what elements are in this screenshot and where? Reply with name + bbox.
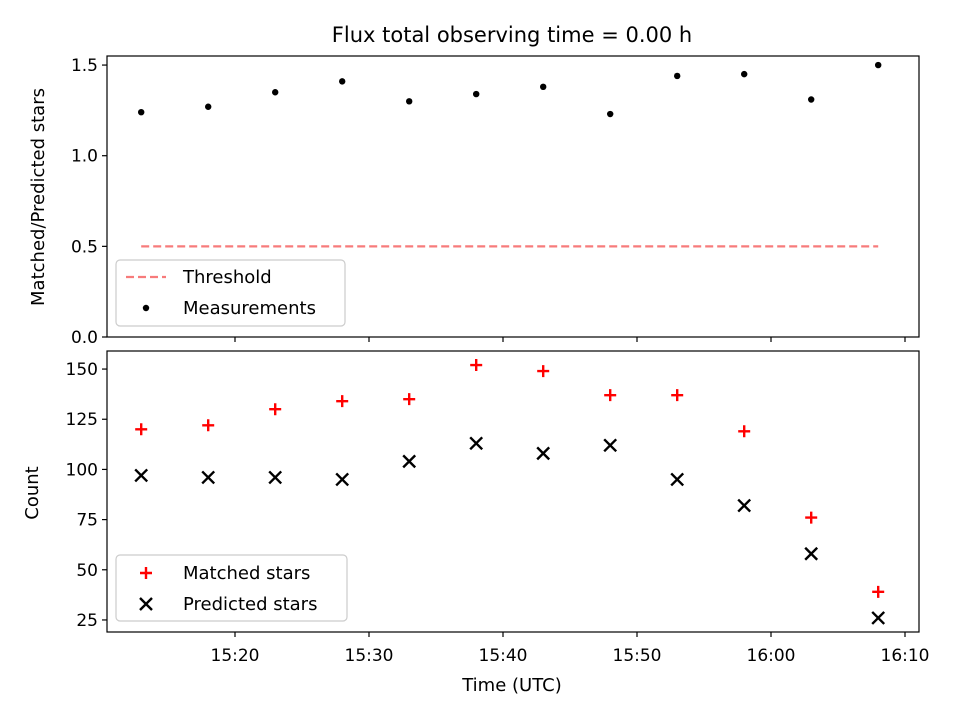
matched-star-point xyxy=(872,585,885,598)
predicted-star-point xyxy=(201,470,216,485)
threshold-legend-label: Threshold xyxy=(182,267,272,288)
x-tick-label: 15:20 xyxy=(211,646,260,666)
matched-star-point xyxy=(470,359,483,372)
measurement-point xyxy=(540,83,547,91)
predicted-star-point xyxy=(268,470,283,485)
ratio-legend-box xyxy=(115,259,346,327)
ratio-legend: Threshold Measurements xyxy=(115,259,346,327)
x-tick-label: 16:10 xyxy=(881,646,930,666)
matched-star-point xyxy=(269,403,282,416)
ratio-plot-frame xyxy=(106,55,920,338)
matched-star-point xyxy=(671,389,684,402)
measurements-legend-label: Measurements xyxy=(183,298,316,319)
ratio-y-tick-label: 0.5 xyxy=(71,237,98,257)
matched-star-point xyxy=(403,393,416,406)
matched-legend-swatch xyxy=(140,567,152,579)
ratio-y-tick-label: 0.0 xyxy=(71,328,98,348)
count-y-tick-label: 25 xyxy=(76,611,98,631)
matched-star-point xyxy=(135,423,148,436)
measurement-point xyxy=(607,110,614,118)
measurements-legend-swatch xyxy=(142,304,150,312)
ratio-y-axis-label: Matched/Predicted stars xyxy=(28,88,49,306)
ratio-y-tick-label: 1.5 xyxy=(71,56,98,76)
predicted-star-point xyxy=(737,498,752,513)
matched-star-point xyxy=(202,419,215,432)
count-plot: 25 50 75 100 125 150 15:20 15:30 15:40 15:50 16:00… xyxy=(66,350,930,666)
predicted-star-point xyxy=(670,472,685,487)
measurement-point xyxy=(875,61,882,69)
measurement-point xyxy=(406,98,413,105)
x-tick-label: 15:30 xyxy=(345,646,394,666)
chart-title: Flux total observing time = 0.00 h xyxy=(332,23,692,47)
count-y-tick-label: 150 xyxy=(66,360,98,380)
matched-star-point xyxy=(738,425,751,438)
count-y-tick-label: 125 xyxy=(66,410,98,430)
measurement-point xyxy=(741,70,748,78)
x-tick-label: 15:40 xyxy=(479,646,528,666)
x-tick-label: 16:00 xyxy=(747,646,796,666)
measurement-point xyxy=(674,72,681,80)
x-tick-label: 15:50 xyxy=(613,646,662,666)
measurement-point xyxy=(205,103,212,110)
predicted-star-point xyxy=(804,546,819,561)
ratio-plot: 0.0 0.5 1.0 1.5 Threshold Measurements xyxy=(71,55,920,348)
measurement-point xyxy=(808,96,815,103)
predicted-legend-label: Predicted stars xyxy=(183,594,317,615)
count-legend: Matched stars Predicted stars xyxy=(115,554,348,622)
measurement-point xyxy=(272,89,279,96)
count-y-tick-label: 100 xyxy=(66,460,98,480)
predicted-star-point xyxy=(402,454,417,469)
measurement-point xyxy=(138,109,145,116)
x-axis-label: Time (UTC) xyxy=(461,675,562,696)
matched-legend-label: Matched stars xyxy=(183,563,310,584)
predicted-star-point xyxy=(536,446,551,461)
matched-star-point xyxy=(604,389,617,402)
predicted-star-point xyxy=(603,438,618,453)
predicted-star-point xyxy=(134,468,149,483)
ratio-y-tick-label: 1.0 xyxy=(71,147,98,167)
matched-star-point xyxy=(805,511,818,524)
count-y-axis-label: Count xyxy=(22,466,43,519)
matched-star-point xyxy=(537,365,550,378)
predicted-legend-swatch xyxy=(139,597,153,611)
predicted-star-point xyxy=(469,436,484,451)
predicted-star-point xyxy=(871,611,886,625)
predicted-star-point xyxy=(335,472,350,487)
measurement-point xyxy=(339,78,346,85)
matched-star-point xyxy=(336,395,349,408)
count-y-tick-label: 75 xyxy=(76,511,98,531)
count-plot-frame xyxy=(106,350,920,633)
measurement-point xyxy=(473,90,480,98)
count-y-tick-label: 50 xyxy=(76,561,98,581)
count-legend-box xyxy=(115,554,348,622)
